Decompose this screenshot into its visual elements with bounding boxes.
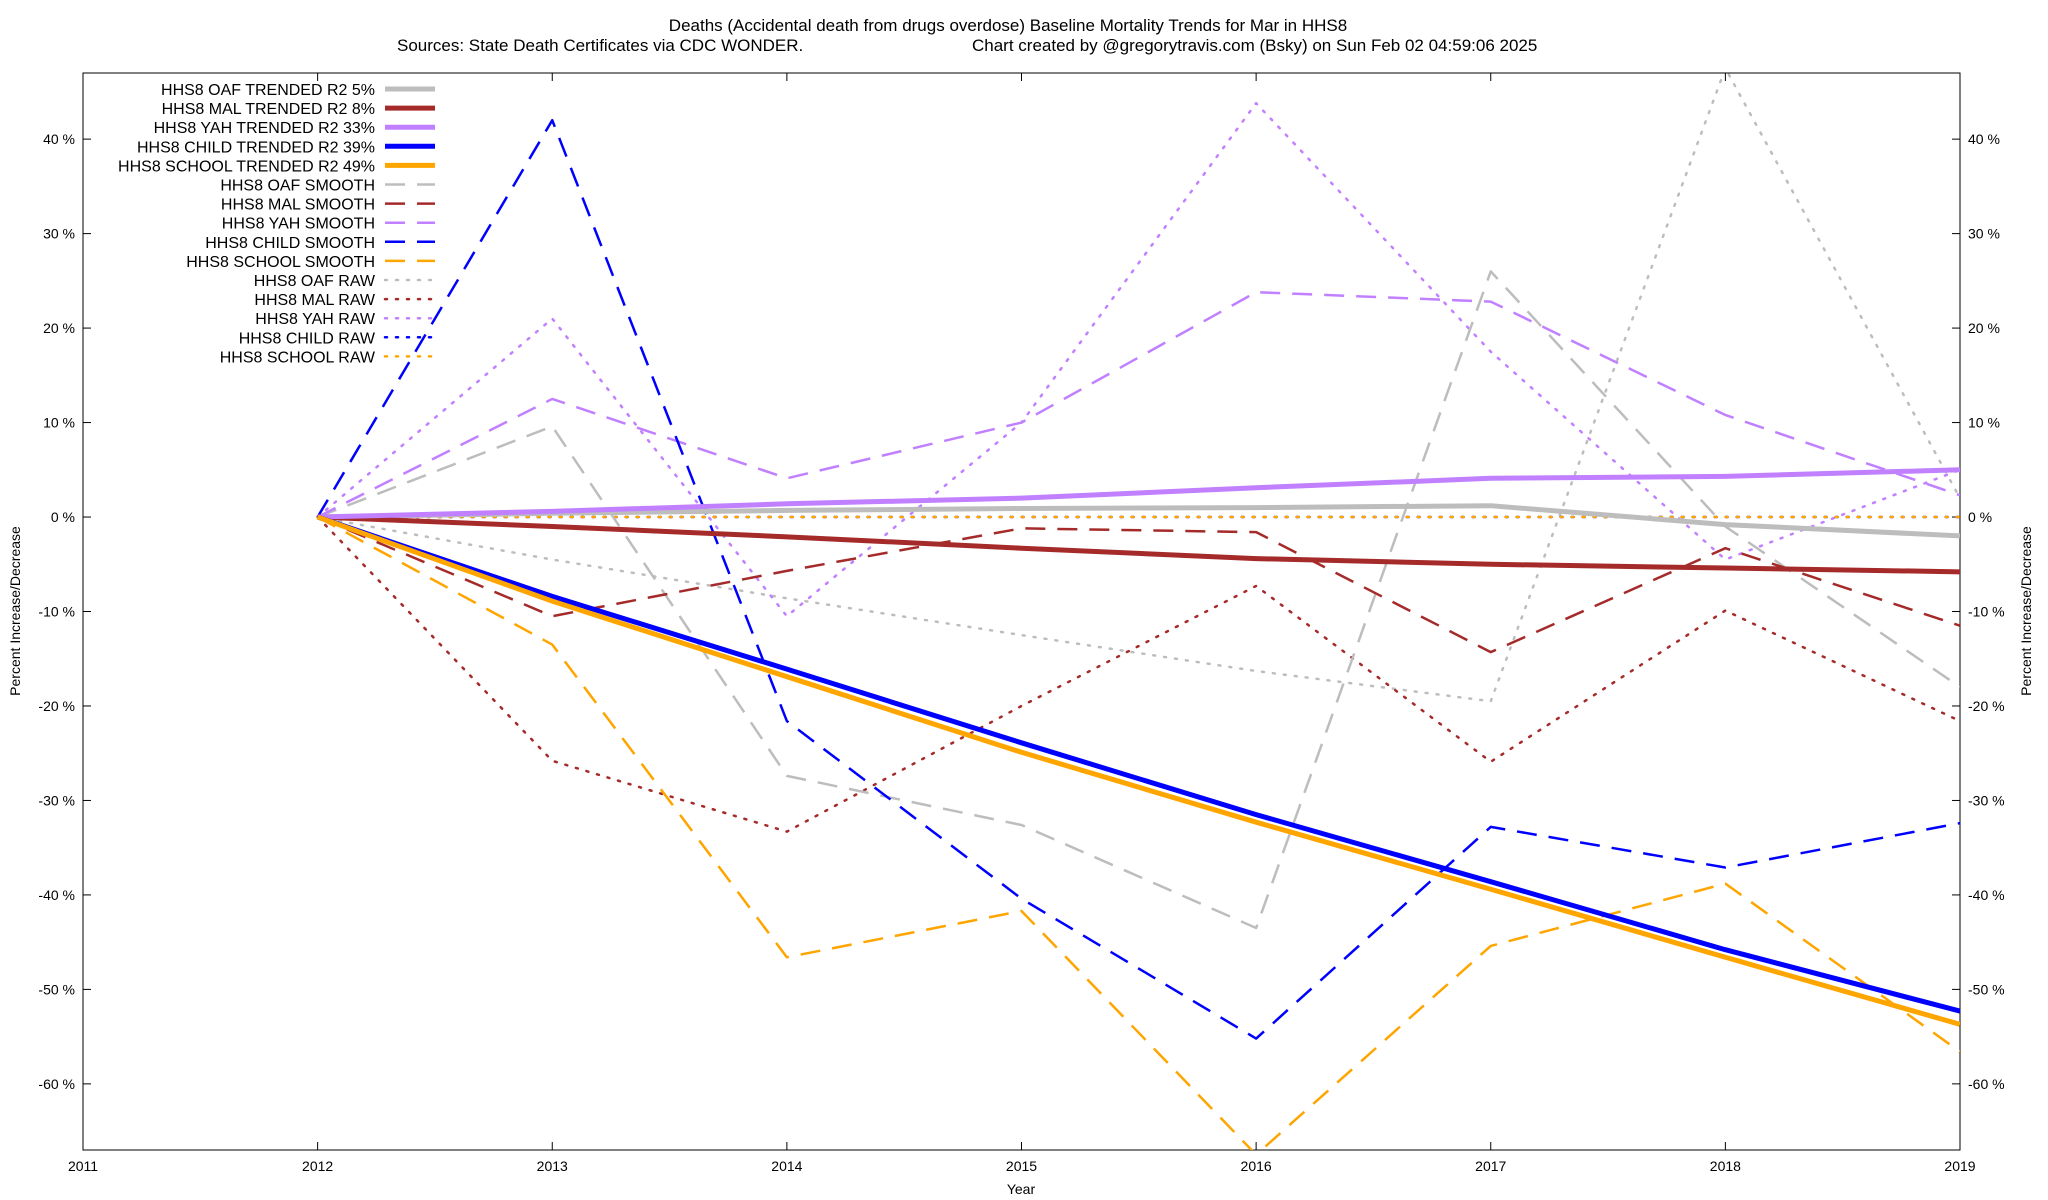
x-axis-ticks: 2011 2012 2013 2014 2015 2016 2017 2018 2019: [68, 73, 1976, 1174]
y-tick-label-right: 30 %: [1968, 226, 2000, 242]
legend-label: HHS8 SCHOOL RAW: [220, 349, 376, 366]
series-layer: [316, 73, 1960, 1150]
y-axis-ticks: 40 % 40 % 30 % 30 % 20 % 20 % 10 % 10 % 0 % 0 % -1…: [38, 131, 2004, 1092]
y-tick-label-right: 10 %: [1968, 415, 2000, 431]
series-line-hhs8-oaf-raw: [316, 73, 1960, 703]
legend-label: HHS8 SCHOOL TRENDED R2 49%: [118, 158, 375, 175]
y-tick-label-right: -40 %: [1968, 887, 2005, 903]
y-tick-label-right: -10 %: [1968, 604, 2005, 620]
chart-subtitle-source: Sources: State Death Certificates via CD…: [397, 36, 803, 55]
y-axis-label-right: Percent Increase/Decrease: [2018, 526, 2034, 696]
legend-label: HHS8 YAH TRENDED R2 33%: [154, 120, 375, 137]
chart-title: Deaths (Accidental death from drugs over…: [669, 16, 1347, 35]
series-line-hhs8-oaf-smooth: [317, 270, 1960, 930]
y-tick-label-left: 30 %: [43, 226, 75, 242]
y-tick-label-right: -20 %: [1968, 698, 2005, 714]
series-line-hhs8-yah-smooth: [317, 290, 1960, 519]
y-tick-label-left: -20 %: [38, 698, 75, 714]
y-tick-label-left: 40 %: [43, 131, 75, 147]
x-tick-label: 2018: [1710, 1158, 1741, 1174]
legend-label: HHS8 OAF SMOOTH: [220, 178, 375, 195]
y-tick-label-left: -10 %: [38, 604, 75, 620]
y-tick-label-left: 10 %: [43, 415, 75, 431]
y-tick-label-right: -30 %: [1968, 792, 2005, 808]
y-tick-label-left: 0 %: [51, 509, 75, 525]
legend-label: HHS8 YAH RAW: [255, 311, 376, 328]
legend-label: HHS8 OAF RAW: [254, 273, 376, 290]
x-tick-label: 2019: [1944, 1158, 1975, 1174]
x-tick-label: 2016: [1241, 1158, 1272, 1174]
series-line-hhs8-school-trended-r2-49: [316, 514, 1960, 1027]
series-line-hhs8-mal-trended-r2-8: [317, 514, 1960, 575]
legend-label: HHS8 YAH SMOOTH: [222, 216, 375, 233]
x-tick-label: 2011: [68, 1158, 98, 1174]
y-tick-label-right: -50 %: [1968, 981, 2005, 997]
y-tick-label-left: -50 %: [38, 981, 75, 997]
y-tick-label-right: -60 %: [1968, 1076, 2005, 1092]
legend-label: HHS8 OAF TRENDED R2 5%: [161, 82, 375, 99]
legend-label: HHS8 SCHOOL SMOOTH: [186, 254, 375, 271]
y-tick-label-left: -40 %: [38, 887, 75, 903]
x-tick-label: 2013: [537, 1158, 568, 1174]
y-tick-label-right: 0 %: [1968, 509, 1992, 525]
y-axis-label-left: Percent Increase/Decrease: [7, 526, 23, 696]
x-tick-label: 2014: [771, 1158, 802, 1174]
series-line-hhs8-oaf-trended-r2-5: [317, 503, 1960, 539]
y-tick-label-right: 20 %: [1968, 320, 2000, 336]
chart-subtitle-credit: Chart created by @gregorytravis.com (Bsk…: [972, 36, 1537, 55]
y-tick-label-left: -60 %: [38, 1076, 75, 1092]
series-line-hhs8-yah-trended-r2-33: [317, 467, 1960, 520]
x-tick-label: 2017: [1475, 1158, 1506, 1174]
x-tick-label: 2012: [302, 1158, 333, 1174]
legend: HHS8 OAF TRENDED R2 5% HHS8 MAL TRENDED R…: [118, 82, 437, 366]
x-tick-label: 2015: [1006, 1158, 1037, 1174]
legend-label: HHS8 MAL SMOOTH: [221, 197, 375, 214]
x-axis-label: Year: [1007, 1181, 1036, 1197]
legend-label: HHS8 CHILD TRENDED R2 39%: [137, 139, 375, 156]
series-line-hhs8-school-smooth: [317, 515, 1960, 1150]
legend-label: HHS8 MAL RAW: [254, 292, 376, 309]
legend-label: HHS8 CHILD SMOOTH: [205, 235, 375, 252]
y-tick-label-left: 20 %: [43, 320, 75, 336]
y-tick-label-right: 40 %: [1968, 131, 2000, 147]
y-tick-label-left: -30 %: [38, 792, 75, 808]
series-line-hhs8-child-trended-r2-39: [316, 514, 1960, 1014]
legend-label: HHS8 MAL TRENDED R2 8%: [162, 101, 375, 118]
series-line-hhs8-yah-raw: [316, 101, 1960, 618]
series-line-hhs8-mal-raw: [316, 515, 1960, 833]
legend-label: HHS8 CHILD RAW: [239, 330, 376, 347]
series-line-hhs8-mal-smooth: [317, 515, 1960, 654]
series-line-hhs8-child-smooth: [316, 118, 1960, 1040]
